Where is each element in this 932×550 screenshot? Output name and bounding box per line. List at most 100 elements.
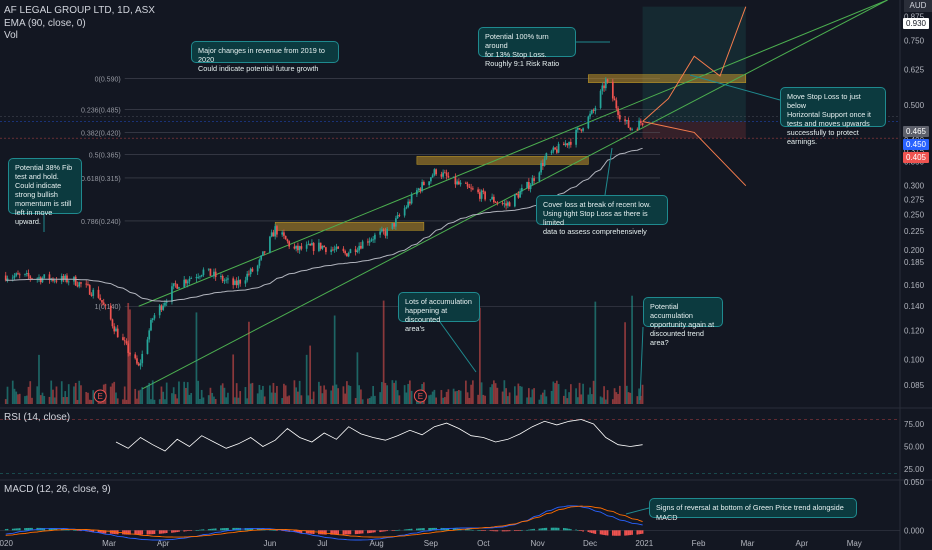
candle-body bbox=[62, 275, 65, 280]
rsi-legend[interactable]: RSI (14, close) bbox=[4, 412, 71, 423]
macd-histogram-bar bbox=[48, 528, 51, 531]
macd-histogram-bar bbox=[508, 530, 511, 532]
ema-legend[interactable]: EMA (90, close, 0) bbox=[4, 18, 86, 29]
candle-body bbox=[323, 245, 326, 248]
volume-bar bbox=[590, 394, 593, 404]
macd-histogram-bar bbox=[613, 530, 616, 536]
candle-body bbox=[431, 175, 434, 178]
macd-histogram bbox=[4, 527, 644, 536]
macd-tick-0: 0.000 bbox=[904, 526, 925, 535]
macd-histogram-bar bbox=[4, 529, 7, 531]
macd-histogram-bar bbox=[618, 530, 621, 536]
candle-body bbox=[43, 274, 46, 278]
volume-legend[interactable]: Vol bbox=[4, 30, 18, 41]
annotation-coverloss[interactable]: Cover loss at break of recent low. Using… bbox=[536, 195, 668, 236]
macd-histogram-bar bbox=[594, 530, 597, 534]
candle-body bbox=[319, 242, 322, 249]
macd-histogram-bar bbox=[234, 527, 236, 531]
volume-bar bbox=[286, 396, 289, 404]
annotation-accumulation[interactable]: Lots of accumulation happening at discou… bbox=[398, 292, 480, 333]
volume-bar bbox=[41, 392, 44, 404]
candle-body bbox=[29, 276, 32, 279]
macd-histogram-bar bbox=[311, 530, 313, 534]
annotation-turnaround[interactable]: Potential 100% turn around for 13% Stop … bbox=[478, 27, 576, 68]
candle-body bbox=[550, 151, 553, 154]
macd-histogram-bar bbox=[480, 530, 483, 531]
annotation-revenue[interactable]: Major changes in revenue from 2019 to 20… bbox=[191, 41, 339, 73]
price-tick-4: 0.160 bbox=[904, 281, 925, 290]
candle-body bbox=[477, 189, 479, 193]
macd-histogram-bar bbox=[18, 528, 21, 531]
volume-bar bbox=[309, 345, 312, 404]
projection-down-path bbox=[642, 121, 747, 187]
macd-histogram-bar bbox=[300, 530, 303, 534]
price-tick-17: 0.875 bbox=[904, 12, 925, 21]
macd-histogram-bar bbox=[576, 530, 579, 531]
annotation-opportunity[interactable]: Potential accumulation opportunity again… bbox=[643, 297, 723, 347]
annotation-reversal[interactable]: Signs of reversal at bottom of Green Pri… bbox=[649, 498, 857, 522]
volume-bar bbox=[354, 398, 357, 404]
price-tick-8: 0.250 bbox=[904, 211, 925, 220]
volume-bar bbox=[263, 396, 266, 404]
macd-histogram-bar bbox=[601, 530, 604, 535]
candle-body bbox=[176, 284, 179, 289]
candle-body bbox=[99, 297, 102, 301]
candle-body bbox=[232, 278, 235, 285]
macd-histogram-bar bbox=[580, 530, 583, 532]
volume-bar bbox=[356, 352, 359, 404]
volume-bar bbox=[162, 391, 165, 404]
candle-body bbox=[601, 85, 604, 91]
candle-body bbox=[342, 248, 345, 252]
macd-histogram-bar bbox=[407, 529, 409, 531]
volume-bar bbox=[172, 387, 175, 404]
volume-bar bbox=[562, 395, 565, 404]
volume-bar bbox=[554, 383, 556, 404]
macd-histogram-bar bbox=[374, 530, 376, 533]
candle-body bbox=[589, 113, 591, 117]
macd-histogram-bar bbox=[199, 529, 201, 531]
macd-histogram-bar bbox=[538, 528, 541, 531]
candle-body bbox=[249, 268, 252, 275]
volume-bar bbox=[178, 381, 180, 404]
volume-bar bbox=[604, 399, 607, 404]
macd-histogram-bar bbox=[541, 528, 544, 531]
annotation-stoploss[interactable]: Move Stop Loss to just below Horizontal … bbox=[780, 87, 886, 146]
macd-histogram-bar bbox=[190, 530, 193, 531]
macd-histogram-bar bbox=[249, 528, 252, 531]
volume-bar bbox=[330, 390, 333, 404]
volume-bar bbox=[627, 392, 630, 404]
candle-body bbox=[270, 232, 273, 237]
volume-bar bbox=[165, 382, 168, 404]
volume-bar bbox=[227, 392, 229, 404]
macd-histogram-bar bbox=[367, 530, 369, 534]
macd-histogram-bar bbox=[127, 530, 130, 535]
volume-bar bbox=[472, 380, 474, 404]
candle-body bbox=[269, 236, 271, 253]
x-tick-5: Aug bbox=[370, 539, 384, 548]
candle-body bbox=[625, 120, 628, 122]
x-tick-2: Apr bbox=[157, 539, 170, 548]
macd-histogram-bar bbox=[202, 529, 205, 531]
candle-body bbox=[123, 340, 126, 342]
volume-bar bbox=[109, 386, 112, 404]
candle-body bbox=[344, 251, 347, 254]
macd-legend[interactable]: MACD (12, 26, close, 9) bbox=[4, 484, 111, 495]
candle-body bbox=[55, 280, 58, 282]
candle-body bbox=[590, 110, 593, 114]
annotation-fib[interactable]: Potential 38% Fib test and hold. Could i… bbox=[8, 158, 82, 226]
macd-histogram-bar bbox=[102, 530, 105, 534]
candle-body bbox=[354, 249, 357, 253]
candle-body bbox=[174, 283, 177, 285]
macd-histogram-bar bbox=[496, 530, 499, 532]
candle-body bbox=[109, 305, 112, 320]
volume-bar bbox=[618, 385, 621, 404]
macd-histogram-bar bbox=[24, 528, 26, 531]
macd-histogram-bar bbox=[636, 530, 639, 535]
volume-bar bbox=[531, 389, 534, 404]
volume-bar bbox=[615, 392, 618, 404]
macd-histogram-bar bbox=[165, 530, 168, 534]
volume-bar bbox=[158, 399, 161, 404]
volume-bar bbox=[200, 389, 203, 404]
volume-bar bbox=[403, 385, 406, 404]
volume-bar bbox=[270, 392, 273, 404]
